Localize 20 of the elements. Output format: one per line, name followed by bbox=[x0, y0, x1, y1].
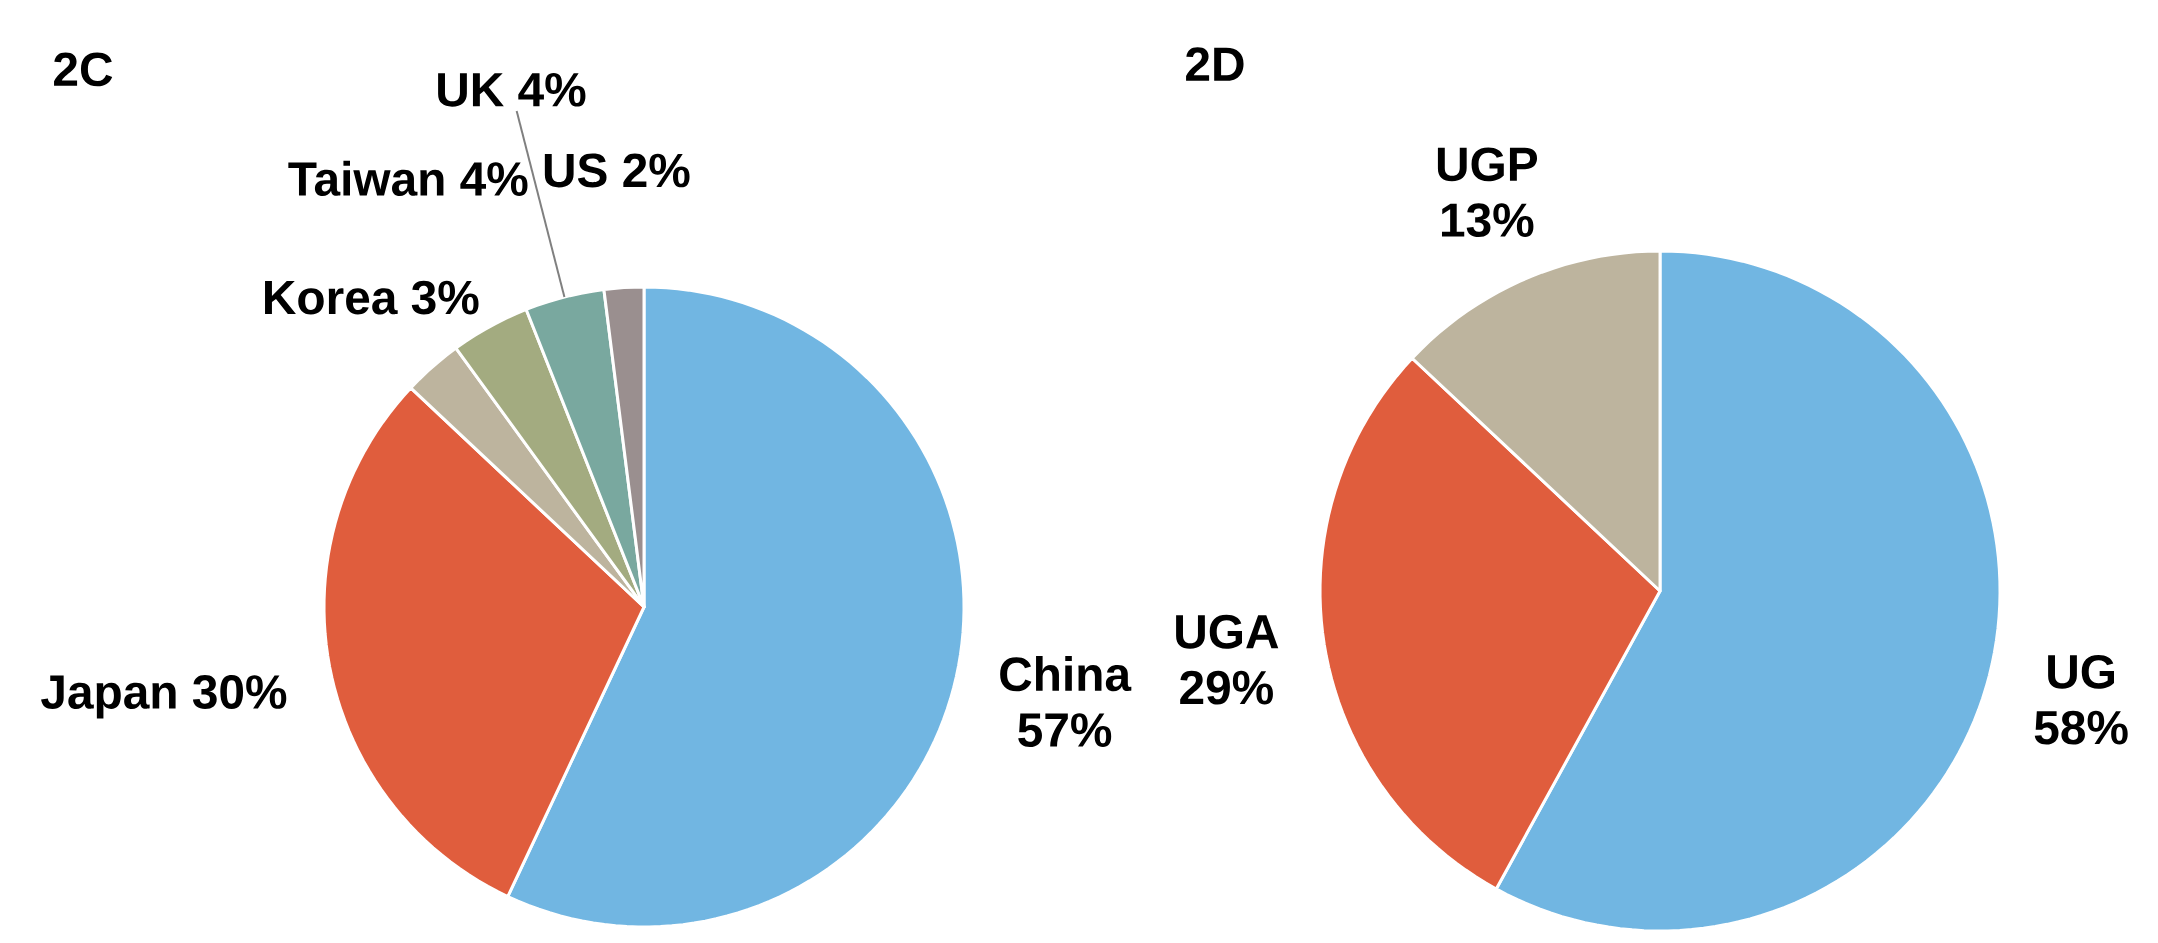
slice-label: US bbox=[544, 153, 607, 188]
slice-label: Taiwan bbox=[288, 160, 444, 196]
slice-label: China bbox=[1000, 656, 1132, 692]
slice-label: Korea bbox=[265, 281, 398, 315]
chart-title: 2C bbox=[54, 52, 113, 87]
data-label: 3% bbox=[411, 280, 479, 315]
slice-label: UGP bbox=[1437, 147, 1538, 182]
slice-label: Japan bbox=[41, 675, 176, 719]
data-label: 30% bbox=[192, 675, 287, 709]
data-label: 4% bbox=[460, 162, 528, 196]
chart-title: 2D bbox=[1186, 47, 1244, 81]
data-label: 4% bbox=[518, 72, 586, 107]
data-label: 2% bbox=[623, 153, 690, 188]
data-label: 58% bbox=[2034, 710, 2128, 745]
slice-label: UGA bbox=[1176, 614, 1279, 649]
slice-label: UK bbox=[438, 73, 504, 107]
data-label: 57% bbox=[1018, 713, 1112, 747]
data-label: 29% bbox=[1180, 670, 1273, 705]
slice-label: UG bbox=[2048, 654, 2114, 689]
data-label: 13% bbox=[1441, 203, 1534, 238]
